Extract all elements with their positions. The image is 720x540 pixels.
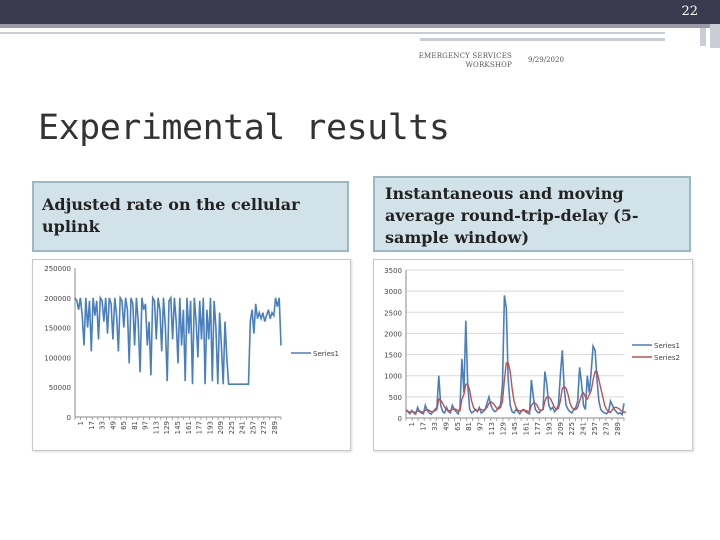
series-line-1 (74, 295, 282, 385)
x-tick-label: 273 (260, 421, 268, 434)
y-tick-label: 100000 (44, 354, 71, 362)
x-tick-label: 225 (228, 421, 236, 434)
decor-block-2 (710, 24, 720, 48)
x-tick-label: 209 (557, 422, 565, 435)
x-tick-label: 257 (249, 421, 257, 434)
x-tick-label: 49 (442, 422, 450, 431)
legend-label-2: Series2 (654, 354, 680, 362)
x-tick-label: 209 (217, 421, 225, 434)
decor-block-1 (700, 28, 706, 46)
y-tick-label: 150000 (44, 325, 71, 333)
top-bar-edge (0, 24, 720, 28)
slide-number: 22 (681, 4, 698, 19)
event-name: EMERGENCY SERVICES WORKSHOP (418, 52, 512, 69)
rate-chart-frame: 250000 200000 150000 100000 50000 0 1 17 33 49 65 8… (32, 259, 351, 451)
y-tick-label: 2500 (384, 309, 402, 317)
x-tick-label: 65 (120, 421, 128, 430)
legend-label-1: Series1 (313, 350, 339, 358)
decor-line-2 (420, 38, 665, 41)
legend-label-1: Series1 (654, 342, 680, 350)
x-tick-label: 145 (174, 421, 182, 434)
x-tick-label: 97 (142, 421, 150, 430)
x-tick-label: 241 (239, 421, 247, 434)
x-tick-label: 161 (185, 421, 193, 434)
y-tick-label: 3500 (384, 267, 402, 275)
decor-line-1 (0, 32, 665, 34)
series-line-2 (405, 362, 627, 414)
x-tick-label: 1 (408, 422, 416, 426)
y-tick-label: 1500 (384, 352, 402, 360)
top-bar (0, 0, 720, 24)
x-tick-label: 113 (152, 421, 160, 434)
slide-date: 9/29/2020 (528, 56, 564, 64)
y-tick-label: 2000 (384, 330, 402, 338)
x-tick-label: 81 (465, 422, 473, 431)
x-tick-label: 113 (488, 422, 496, 435)
y-tick-label: 200000 (44, 295, 71, 303)
x-tick-label: 49 (109, 421, 117, 430)
x-tick-label: 129 (163, 421, 171, 434)
y-tick-label: 1000 (384, 373, 402, 381)
y-tick-label: 500 (389, 394, 402, 402)
series-line-1 (405, 295, 625, 417)
x-tick-label: 65 (454, 422, 462, 431)
x-tick-label: 17 (88, 421, 96, 430)
x-tick-label: 161 (522, 422, 530, 435)
x-tick-label: 193 (545, 422, 553, 435)
y-tick-label: 0 (67, 414, 71, 422)
x-tick-label: 81 (131, 421, 139, 430)
y-tick-label: 250000 (44, 265, 71, 273)
x-tick-label: 1 (77, 421, 85, 425)
x-tick-label: 225 (568, 422, 576, 435)
page-title: Experimental results (38, 108, 450, 148)
caption-rate: Adjusted rate on the cellular uplink (32, 181, 349, 252)
caption-rtt: Instantaneous and moving average round-t… (373, 176, 691, 252)
x-tick-label: 129 (500, 422, 508, 435)
x-tick-label: 17 (419, 422, 427, 431)
rate-chart: 250000 200000 150000 100000 50000 0 1 17 33 49 65 8… (44, 265, 339, 434)
x-tick-label: 289 (271, 421, 279, 434)
x-tick-label: 33 (431, 422, 439, 431)
x-tick-label: 177 (196, 421, 204, 434)
x-tick-label: 177 (534, 422, 542, 435)
x-tick-label: 257 (591, 422, 599, 435)
y-tick-label: 3000 (384, 288, 402, 296)
y-tick-label: 0 (398, 415, 402, 423)
x-tick-label: 289 (614, 422, 622, 435)
x-tick-label: 33 (99, 421, 107, 430)
x-tick-label: 273 (603, 422, 611, 435)
x-tick-label: 193 (206, 421, 214, 434)
x-tick-label: 145 (511, 422, 519, 435)
rtt-chart-frame: 3500 3000 2500 2000 1500 1000 500 0 1 17 33 49 65 81 9… (373, 259, 693, 451)
x-tick-label: 97 (477, 422, 485, 431)
x-tick-label: 241 (580, 422, 588, 435)
y-tick-label: 50000 (49, 384, 71, 392)
rtt-chart: 3500 3000 2500 2000 1500 1000 500 0 1 17 33 49 65 81 9… (384, 267, 680, 435)
